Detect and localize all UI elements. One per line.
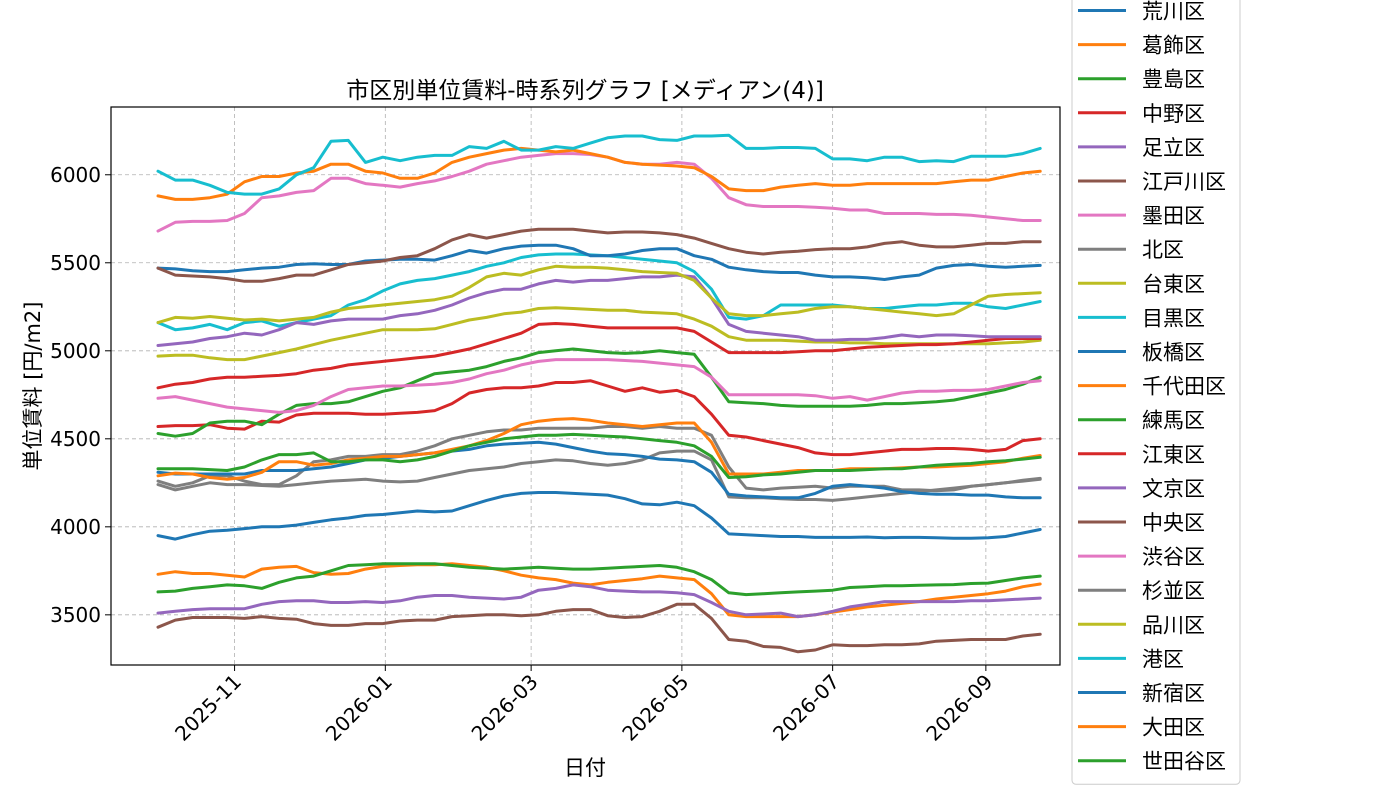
legend-label: 世田谷区 [1142, 750, 1226, 774]
series-line-12 [156, 347, 1042, 438]
series-line-10 [156, 243, 1042, 281]
legend-label: 大田区 [1142, 716, 1205, 740]
series-line-20 [156, 440, 1042, 500]
series-line-14 [156, 273, 1042, 347]
series-line-4 [156, 583, 1042, 619]
series-line-1 [156, 562, 1042, 619]
legend-box [1071, 0, 1241, 785]
grid-lines [111, 107, 1060, 665]
series-line-2 [156, 562, 1042, 597]
y-tick-label: 5500 [50, 251, 101, 275]
series-line-5 [156, 602, 1042, 654]
series-line-13 [156, 322, 1042, 390]
legend-label: 練馬区 [1142, 409, 1205, 433]
legend-label: 江戸川区 [1142, 170, 1226, 194]
x-axis-label: 日付 [564, 756, 606, 780]
y-axis-ticks: 3500 4000 4500 5000 5500 6000 [50, 163, 111, 627]
legend: 荒川区葛飾区豊島区中野区足立区江戸川区墨田区北区台東区目黒区板橋区千代田区練馬区… [1071, 0, 1241, 785]
y-tick-label: 4000 [50, 515, 101, 539]
legend-label: 豊島区 [1142, 68, 1205, 92]
series-line-17 [156, 449, 1042, 502]
legend-label: 渋谷区 [1142, 545, 1205, 569]
legend-label: 荒川区 [1142, 0, 1205, 24]
legend-label: 港区 [1142, 647, 1184, 671]
series-line-8 [156, 306, 1042, 362]
y-axis-label: 単位賃料 [円/m2] [21, 302, 45, 471]
y-tick-label: 6000 [50, 163, 101, 187]
legend-label: 目黒区 [1142, 306, 1205, 330]
series-line-22 [156, 432, 1042, 479]
chart-title: 市区別単位賃料-時系列グラフ [メディアン(4)] [346, 78, 824, 104]
y-tick-label: 3500 [50, 603, 101, 627]
legend-label: 台東区 [1142, 272, 1205, 296]
legend-label: 中野区 [1142, 102, 1205, 126]
series-line-15 [156, 227, 1042, 283]
legend-label: 千代田区 [1142, 375, 1226, 399]
legend-label: 新宿区 [1142, 682, 1205, 706]
series-line-19 [156, 133, 1042, 196]
series-line-0 [156, 491, 1042, 541]
legend-label: 北区 [1142, 238, 1184, 262]
y-tick-label: 4500 [50, 427, 101, 451]
legend-label: 品川区 [1142, 613, 1205, 637]
series-lines [156, 133, 1042, 654]
legend-label: 中央区 [1142, 511, 1205, 535]
y-tick-label: 5000 [50, 339, 101, 363]
series-line-16 [156, 358, 1042, 414]
legend-label: 江東区 [1142, 443, 1205, 467]
legend-label: 文京区 [1142, 477, 1205, 501]
legend-label: 足立区 [1142, 136, 1205, 160]
legend-label: 墨田区 [1142, 204, 1205, 228]
legend-label: 葛飾区 [1142, 34, 1205, 58]
legend-label: 杉並区 [1142, 579, 1205, 603]
series-line-3 [156, 379, 1042, 457]
plot-frame [110, 106, 1061, 666]
legend-label: 板橋区 [1142, 341, 1205, 365]
series-line-18 [156, 264, 1042, 325]
